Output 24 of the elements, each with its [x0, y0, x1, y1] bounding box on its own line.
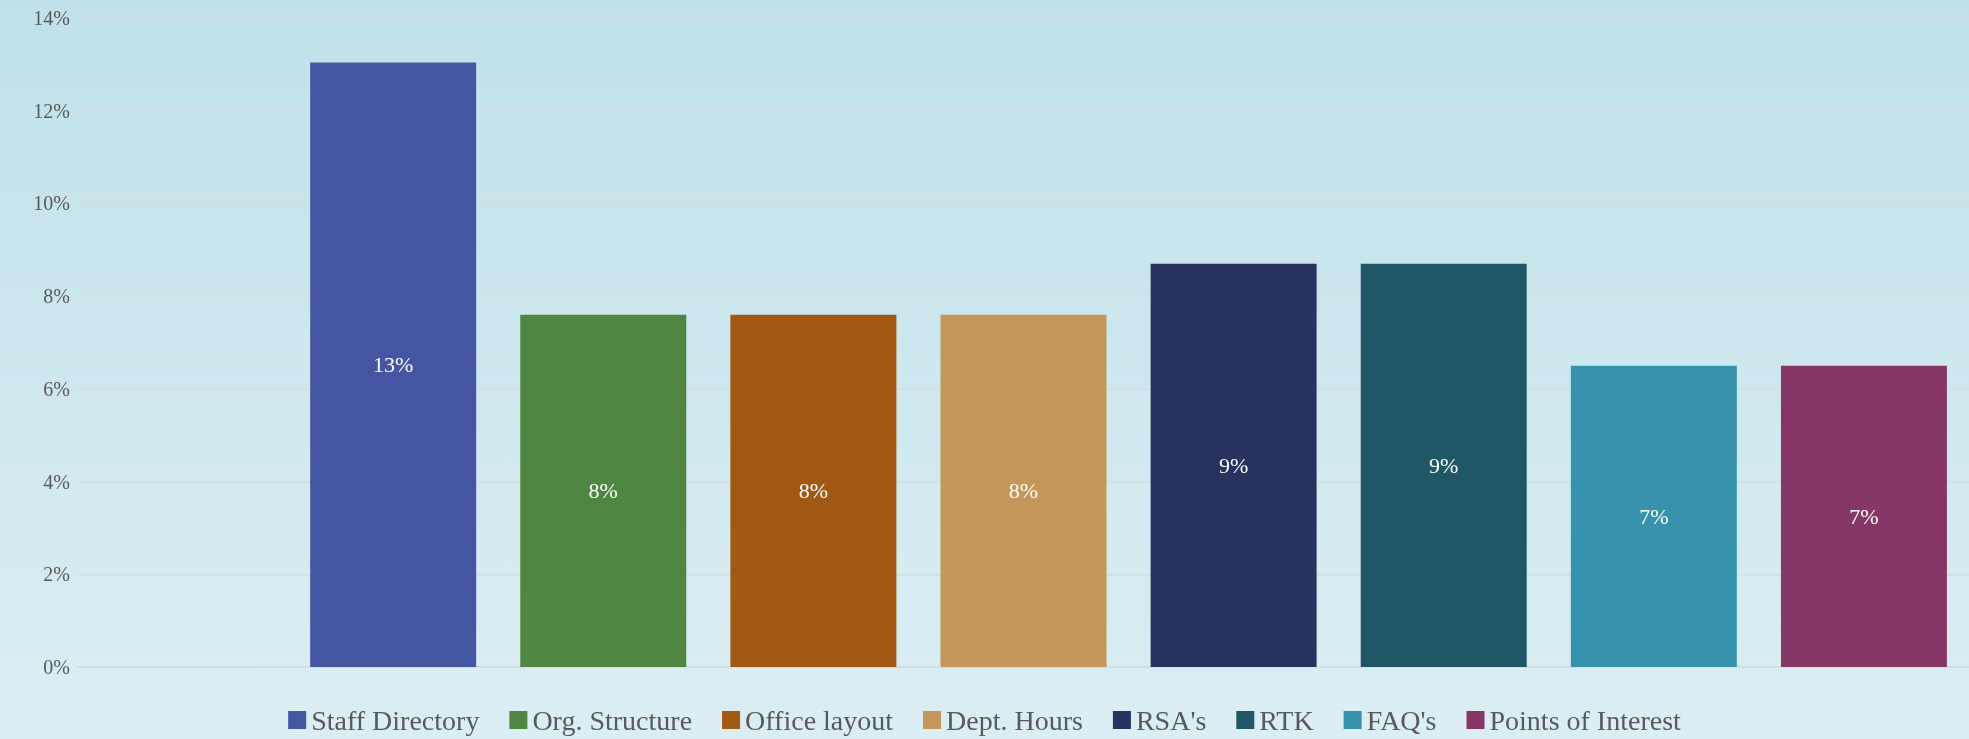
- legend-label: RSA's: [1135, 704, 1207, 736]
- data-label: 7%: [1849, 503, 1879, 529]
- data-label: 9%: [1218, 452, 1249, 478]
- data-label: 13%: [373, 352, 414, 378]
- y-tick-label: 8%: [43, 285, 70, 308]
- y-tick-label: 6%: [43, 377, 70, 400]
- data-label: 7%: [1639, 503, 1669, 529]
- data-label: 8%: [798, 478, 829, 504]
- y-tick-label: 2%: [43, 563, 70, 586]
- legend-label: Office layout: [745, 704, 894, 736]
- data-label: 9%: [1429, 452, 1459, 478]
- y-tick-label: 14%: [33, 7, 70, 29]
- legend-label: Org. Structure: [532, 704, 693, 736]
- legend-label: Dept. Hours: [946, 704, 1083, 736]
- legend-label: Staff Directory: [311, 704, 480, 736]
- legend-label: RTK: [1259, 704, 1314, 736]
- legend-label: Points of Interest: [1489, 704, 1682, 736]
- y-tick-label: 4%: [43, 470, 70, 493]
- data-label: 8%: [588, 478, 618, 504]
- y-tick-label: 12%: [33, 99, 70, 122]
- legend-label: FAQ's: [1366, 704, 1437, 736]
- data-label: 8%: [1008, 478, 1039, 504]
- y-tick-label: 0%: [43, 656, 70, 678]
- y-tick-label: 10%: [33, 192, 70, 215]
